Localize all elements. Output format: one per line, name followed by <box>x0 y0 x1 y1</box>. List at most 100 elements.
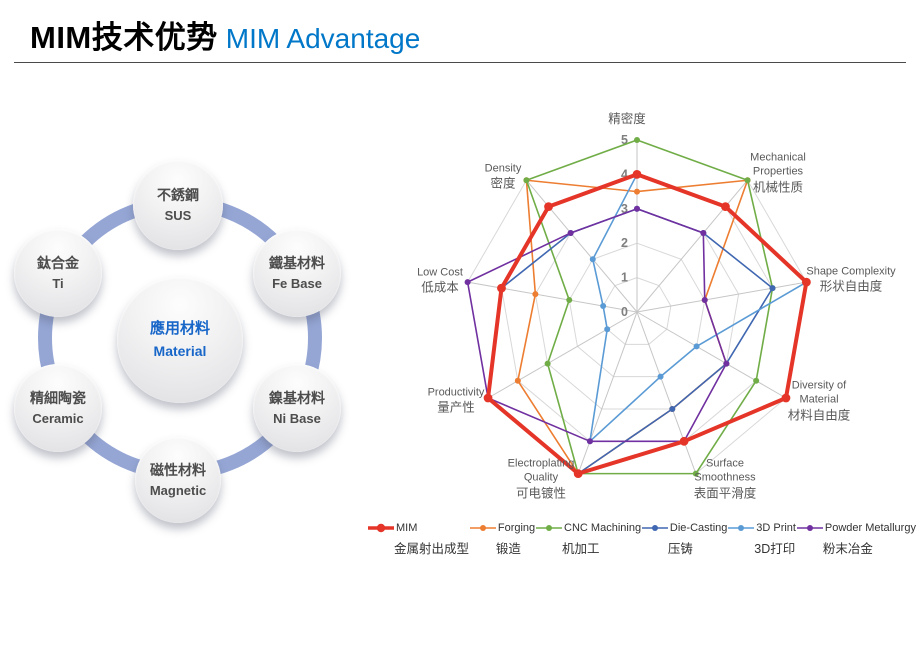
axis-label-mechanical: Mechanical Properties 机械性质 <box>750 151 806 195</box>
series-point-3D Print <box>589 256 596 263</box>
series-point-3D Print <box>604 326 611 333</box>
series-point-3D Print <box>657 373 664 380</box>
bubble-fe-zh: 鐵基材料 <box>269 254 325 271</box>
page-title: MIM技术优势 MIM Advantage <box>30 12 420 57</box>
series-point-CNC Machining <box>544 360 551 367</box>
tick-label: 2 <box>621 236 628 250</box>
tick-label: 0 <box>621 305 628 319</box>
series-point-MIM <box>573 469 583 479</box>
series-point-3D Print <box>693 343 700 350</box>
axis-label-surface: Surface Smoothness 表面平滑度 <box>693 457 757 501</box>
series-point-Die-Casting <box>669 405 676 412</box>
axis-label-productivity: Productivity 量产性 <box>427 386 485 416</box>
bubble-material-center: 應用材料 Material <box>117 277 243 403</box>
legend-marker-forging <box>469 525 496 531</box>
series-point-CNC Machining <box>692 470 699 477</box>
tick-label: 1 <box>621 271 628 285</box>
page-title-zh: MIM技术优势 <box>30 20 218 55</box>
series-point-Die-Casting <box>769 285 776 292</box>
radar-chart: 0 1 2 3 4 5 精密度 Mechanical Properties 机械性质 Sh… <box>410 100 920 570</box>
radar-chart-svg: 0 1 2 3 4 5 <box>464 133 811 479</box>
bubble-sus: 不銹鋼 SUS <box>133 160 223 250</box>
legend-item-cnc: CNC Machining 机加工 <box>536 522 641 557</box>
series-point-CNC Machining <box>523 177 530 184</box>
bubble-fe-base: 鐵基材料 Fe Base <box>253 229 341 317</box>
legend-item-forging: Forging 锻造 <box>469 522 535 557</box>
bubble-ceramic-zh: 精細陶瓷 <box>30 389 86 406</box>
grid-spoke <box>467 281 638 313</box>
bubble-sus-en: SUS <box>164 207 192 223</box>
bubble-center-zh: 應用材料 <box>149 320 210 338</box>
series-point-Powder Metallurgy <box>567 229 574 236</box>
bubble-ti: 鈦合金 Ti <box>14 229 102 317</box>
chart-legend: MIM 金属射出成型 Forging 锻造 CNC Machining 机加工 … <box>368 522 916 557</box>
legend-item-diecasting: Die-Casting 压铸 <box>641 522 727 557</box>
legend-marker-powder <box>796 525 823 531</box>
series-point-Forging <box>532 291 539 298</box>
series-point-MIM <box>721 202 730 211</box>
series-point-Powder Metallurgy <box>634 205 640 212</box>
axis-label-diversity: Diversity of Material 材料自由度 <box>787 379 851 423</box>
tick-label: 5 <box>621 133 628 147</box>
bubble-magnetic: 磁性材料 Magnetic <box>135 437 221 523</box>
bubble-ti-en: Ti <box>52 275 64 291</box>
axis-label-shape: Shape Complexity 形状自由度 <box>806 265 896 295</box>
series-point-MIM <box>497 283 506 293</box>
series-point-MIM <box>632 170 642 179</box>
legend-item-mim: MIM 金属射出成型 <box>368 522 469 557</box>
bubble-magnetic-zh: 磁性材料 <box>150 461 206 478</box>
legend-marker-cnc <box>536 525 563 531</box>
grid-spoke <box>487 311 638 399</box>
grid-spoke <box>577 311 638 474</box>
series-line-Powder Metallurgy <box>466 208 728 443</box>
bubble-ceramic: 精細陶瓷 Ceramic <box>14 364 102 452</box>
grid-spoke <box>526 179 638 313</box>
axis-label-density: Density 密度 <box>484 162 522 192</box>
grid-ring <box>602 277 672 345</box>
bubble-ceramic-en: Ceramic <box>32 410 84 426</box>
series-point-MIM <box>801 277 811 287</box>
bubble-ni-en: Ni Base <box>273 410 321 426</box>
bubble-fe-en: Fe Base <box>272 275 322 291</box>
bubble-ni-zh: 鎳基材料 <box>269 389 325 406</box>
grid-ring <box>534 208 740 410</box>
bubble-sus-zh: 不銹鋼 <box>157 186 199 203</box>
series-point-CNC Machining <box>744 177 751 184</box>
bubble-magnetic-en: Magnetic <box>149 482 207 498</box>
series-line-CNC Machining <box>525 139 774 475</box>
grid-spoke <box>636 179 748 313</box>
grid-spoke <box>636 311 697 474</box>
series-point-CNC Machining <box>566 297 573 304</box>
grid-spoke <box>636 281 807 313</box>
axis-label-lowcost: Low Cost 低成本 <box>417 266 463 296</box>
grid-spoke <box>636 311 787 399</box>
series-point-Powder Metallurgy <box>700 229 707 236</box>
series-point-3D Print <box>600 303 607 310</box>
legend-item-powder: Powder Metallurgy 粉末冶金 <box>796 522 916 557</box>
axis-label-precision: 精密度 <box>608 111 646 126</box>
series-point-Powder Metallurgy <box>701 297 708 304</box>
series-point-MIM <box>544 202 553 211</box>
tick-label: 4 <box>621 167 628 181</box>
series-point-MIM <box>679 436 689 446</box>
legend-marker-diecasting <box>641 525 668 531</box>
series-line-MIM <box>486 172 809 476</box>
series-point-MIM <box>483 393 493 403</box>
page-title-en: MIM Advantage <box>225 23 421 54</box>
series-point-CNC Machining <box>634 137 640 143</box>
series-point-Powder Metallurgy <box>586 438 593 445</box>
bubble-ni-base: 鎳基材料 Ni Base <box>253 364 341 452</box>
grid-ring <box>568 242 706 378</box>
series-point-MIM <box>781 393 791 403</box>
series-point-Powder Metallurgy <box>464 279 471 286</box>
series-point-Forging <box>514 377 521 384</box>
series-point-Powder Metallurgy <box>723 360 730 367</box>
axis-label-electroplating: Electroplating Quality 可电镀性 <box>507 457 575 501</box>
legend-marker-mim <box>368 523 394 533</box>
bubble-ti-zh: 鈦合金 <box>37 254 79 271</box>
tick-label: 3 <box>621 202 628 216</box>
legend-item-3dprint: 3D Print 3D打印 <box>728 522 796 557</box>
legend-marker-3dprint <box>728 525 755 531</box>
series-point-CNC Machining <box>753 377 760 384</box>
